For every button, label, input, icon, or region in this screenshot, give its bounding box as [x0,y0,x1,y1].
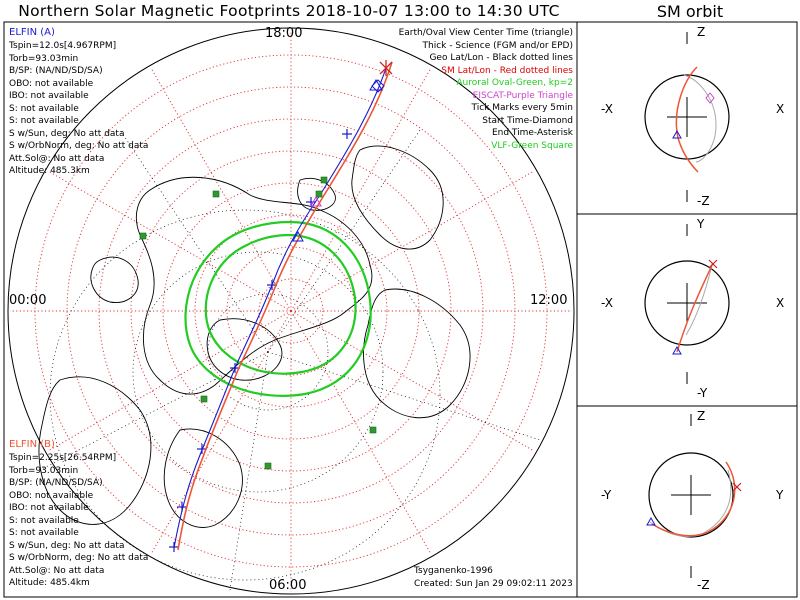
legend-entry: SM Lat/Lon - Red dotted lines [441,65,573,76]
elfin-a-info: Tspin=12.0s[4.967RPM] Torb=93.03min B/SP: … [9,40,148,178]
elfin-b-info-line: OBO: not available [9,490,94,501]
elfin-a-info-line: S w/OrbNorm, deg: No att data [9,141,149,151]
elfin-b-title: ELFIN (B) [9,439,55,450]
elfin-b-info-line: S w/Sun, deg: No att data [9,540,125,551]
orbit2-bottom-label: -Y [697,386,708,400]
elfin-a-info-line: OBO: not available [9,78,94,89]
elfin-a-info-line: S: not available [9,103,79,114]
vlf-stations [139,176,377,470]
elfin-a-info-line: Torb=93.03min [9,53,79,64]
credit-line: Tsyganenko-1996 [414,566,493,576]
elfin-a-info-line: B/SP: (NA/ND/SD/SA) [9,66,103,76]
elfin-a-ticks [169,129,352,552]
orbit3-right-label: Y [776,488,784,502]
orbit3-top-label: Z [697,409,706,423]
orbit1-right-label: X [776,102,785,116]
coastlines [38,145,471,528]
elfin-a-info-line: Altitude: 485.3km [9,166,90,176]
legend-entry: Start Time-Diamond [482,115,573,126]
legend-entry: VLF-Green Square [491,140,573,151]
orbit1-top-label: Z [697,25,706,39]
clock-label-right: 12:00 [530,293,568,308]
elfin-a-info-line: IBO: not available [9,91,89,101]
plot-title: Northern Solar Magnetic Footprints 2018-… [18,2,560,20]
auroral-oval [184,220,372,397]
earth-limb [7,27,575,595]
track-markers [292,60,393,242]
legend-entry: Earth/Oval View Center Time (triangle) [398,28,573,38]
orbit-frame [576,21,798,598]
elfin-a-info-line: Att.Sol@: No att data [9,153,105,164]
elfin-b-info-line: S: not available [9,528,79,538]
orbit-panel-xy [644,224,730,384]
credits: Tsyganenko-1996 Created: Sun Jan 29 09:02… [414,565,573,590]
orbit-panel-yz [646,414,742,578]
orbit2-top-label: Y [697,217,705,231]
orbit3-left-label: -Y [601,488,612,502]
elfin-a-info-line: S: not available [9,116,79,126]
elfin-b-info: Tspin=2.25s[26.54RPM] Torb=93.03min B/SP: … [9,452,148,590]
elfin-b-info-line: Tspin=2.25s[26.54RPM] [9,453,117,463]
elfin-b-info-line: Torb=93.03min [9,465,79,476]
elfin-a-info-line: S w/Sun, deg: No att data [9,128,125,139]
legend-entry: Tick Marks every 5min [471,103,573,113]
orbit-title: SM orbit [656,2,724,21]
orbit2-right-label: X [776,296,785,310]
legend-entry: Geo Lat/Lon - Black dotted lines [429,53,573,63]
clock-label-bottom: 06:00 [269,578,307,593]
elfin-a-info-line: Tspin=12.0s[4.967RPM] [9,41,117,51]
elfin-b-track [177,61,393,551]
elfin-b-info-line: IBO: not available [9,503,89,513]
clock-label-top: 18:00 [265,26,303,41]
orbit2-left-label: -X [601,296,613,310]
elfin-b-info-line: Att.Sol@: No att data [9,565,105,576]
orbit1-left-label: -X [601,102,613,116]
clock-label-left: 00:00 [9,293,47,308]
credit-line: Created: Sun Jan 29 09:02:11 2023 [414,578,573,589]
elfin-b-info-line: S w/OrbNorm, deg: No att data [9,553,149,563]
orbit-panel-xz [644,32,730,202]
legend-entry: Auroral Oval-Green, kp=2 [456,78,573,88]
legend-entry: EISCAT-Purple Triangle [472,90,573,101]
legend-entry: Thick - Science (FGM and/or EPD) [422,40,573,51]
legend-entry: End Time-Asterisk [491,128,573,138]
orbit1-bottom-label: -Z [697,194,710,208]
sm-lon-lines [10,30,572,592]
elfin-b-info-line: S: not available [9,515,79,526]
elfin-b-info-line: B/SP: (NA/ND/SD/SA) [9,478,103,488]
elfin-a-track [169,67,387,552]
orbit3-bottom-label: -Z [697,578,710,592]
elfin-a-title: ELFIN (A) [9,27,55,38]
legend: Earth/Oval View Center Time (triangle) Th… [399,27,573,152]
elfin-b-info-line: Altitude: 485.4km [9,578,90,588]
